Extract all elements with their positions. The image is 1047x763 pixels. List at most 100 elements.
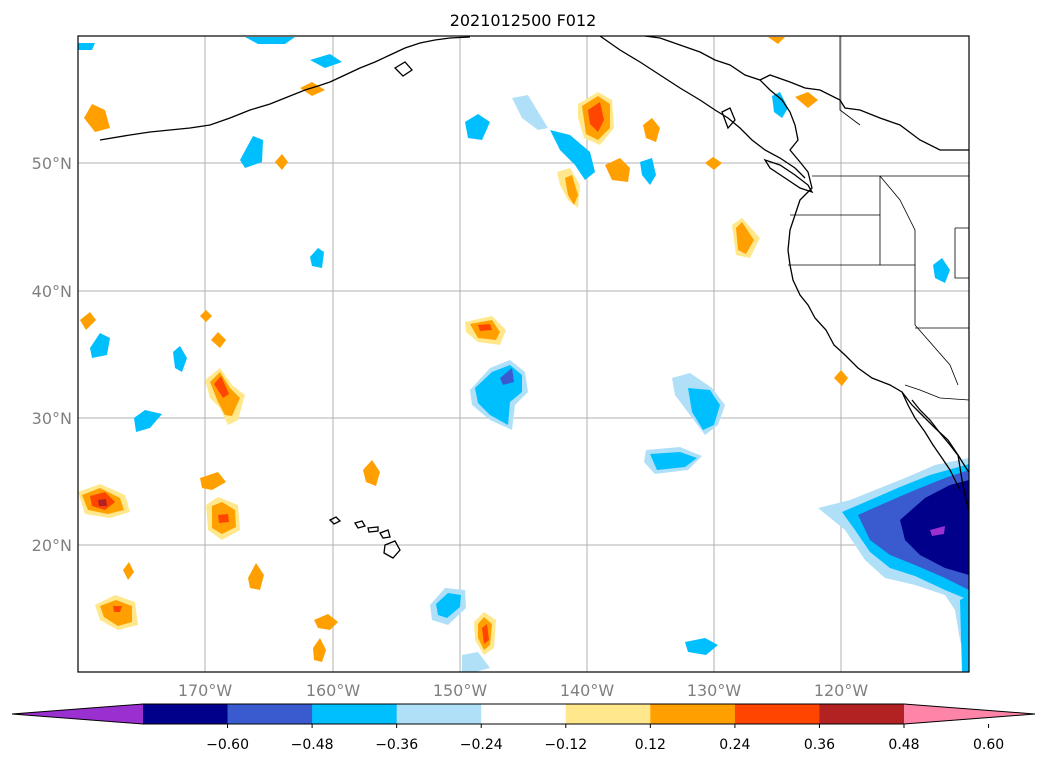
contour-neg-175w-35n [90,333,110,358]
contour-pos-160w-13n [313,638,326,662]
colorbar-segment [312,704,398,724]
contour-pos-168w-22n-core [218,514,229,523]
island-oahu [354,520,366,529]
contour-pos-148w-37n-core [478,324,492,331]
contour-pos-175w-15n-mid [100,600,132,626]
contour-pos-163w-50n [275,154,288,170]
contour-neg-172w-34n [173,346,187,372]
contour-pos-176w-23n-peak [98,499,107,506]
coast-alaska-peninsula [329,36,471,83]
contour-pos-148w-13n-core [482,624,489,644]
contour-neg-150w-15n-mid [436,593,461,618]
map-area [77,35,970,673]
colorbar-segment [819,704,905,724]
contour-pos-125w-53n [795,92,818,108]
island-molokai [367,526,379,533]
contour-pos-170w-38n [200,310,212,322]
contour-pos-178w-38n [80,312,96,330]
coast-aleutians [99,81,331,141]
coastlines [99,35,970,511]
contour-neg-160w-43n [310,248,324,268]
contour-neg-117w-40n [933,258,950,283]
contour-neg-164w-59n [245,37,295,44]
border-ak-bc [839,36,861,126]
border-nv-ut [954,227,969,279]
contour-neg-165w-51n [240,136,263,168]
contour-neg-peak-se [930,526,945,536]
contour-pos-140w-53n-core [588,102,604,132]
contour-pos-142w-48n-mid [565,175,578,205]
colorbar-tick-label: 0.60 [973,737,1004,753]
lon-label-150w: 150°W [433,681,488,700]
colorbar-tick-label: 0.24 [719,737,750,753]
coast-haida-gwaii [721,107,736,130]
contour-pos-175w-18n [123,562,134,580]
contour-pos-126w-59n [768,37,785,44]
colorbar-segment [143,704,229,724]
colorbar-extend-high [904,704,1035,724]
contour-pos-139w-49n [605,158,630,182]
colorbar: −0.60 −0.48 −0.36 −0.24 −0.12 0.12 0.24 0.36 0.4… [11,703,1036,753]
contour-pos-128w-43n-mid [736,222,754,254]
latitude-axis: 50°N 40°N 30°N 20°N [32,154,72,555]
contour-neg-145w-54n [512,95,548,130]
contour-neg-174w-29n [134,410,162,432]
coast-mexico [957,454,970,511]
colorbar-segment [650,704,736,724]
contour-neg-core-se [900,480,969,575]
contour-neg-148w-10n [462,652,490,672]
colorbar-segment [396,704,482,724]
colorbar-tick-label: −0.36 [375,737,418,753]
map-title: 2021012500 F012 [450,11,597,30]
contour-neg-153w-58n [310,54,342,68]
contour-pos-157w-25n [363,460,380,486]
contour-neg-126w-53n [772,92,788,118]
gridlines [78,36,969,672]
colorbar-tick-label: −0.24 [460,737,503,753]
lon-label-120w: 120°W [814,681,869,700]
coast-baja-california [901,391,961,491]
colorbar-outline [11,703,1036,725]
border-id-mt [879,175,916,265]
contour-neg-175w-59n [78,43,95,50]
contour-pos-135w-52n [643,118,660,142]
colorbar-segment [227,704,313,724]
island-maui [379,529,391,539]
contour-pos-130w-49n [705,157,722,170]
colorbar-segment [565,704,651,724]
lon-label-140w: 140°W [560,681,615,700]
contour-pos-169w-25n [200,472,226,490]
longitude-axis: 170°W 160°W 150°W 140°W 130°W 120°W [178,681,869,700]
contour-neg-135w-49n [640,158,656,185]
colorbar-tick-label: −0.60 [206,737,249,753]
lon-label-160w: 160°W [306,681,361,700]
colorbar-extend-low [12,704,143,724]
contour-pos-176w-54n [84,104,110,132]
lat-label-50n: 50°N [32,154,72,173]
coast-kodiak [393,61,413,77]
contour-pos-171w-32n-core [214,376,229,398]
contour-fills [78,37,969,672]
island-big-island [383,540,401,559]
island-kauai [328,516,342,525]
contour-pos-160w-14n [314,614,338,630]
hawaii-islands [328,516,401,559]
contour-pos-169w-36n [211,332,226,348]
lat-label-40n: 40°N [32,282,72,301]
map-frame [77,35,970,673]
political-borders [788,36,970,401]
colorbar-segment [481,704,567,724]
border-nv-ca [914,265,959,386]
contour-pos-175w-15n-core [113,606,122,612]
lon-label-130w: 130°W [687,681,742,700]
contour-neg-133w-27n-mid [650,452,697,470]
contour-neg-131w-12n [685,638,718,655]
map-background [78,36,969,672]
contour-pos-120w-33n [834,370,848,386]
contour-pos-165w-17n [248,563,264,590]
colorbar-tick-label: −0.48 [291,737,334,753]
contour-pos-156w-55n [300,82,325,96]
colorbar-tick-label: 0.36 [804,737,835,753]
contour-neg-140w-50n [550,130,595,180]
